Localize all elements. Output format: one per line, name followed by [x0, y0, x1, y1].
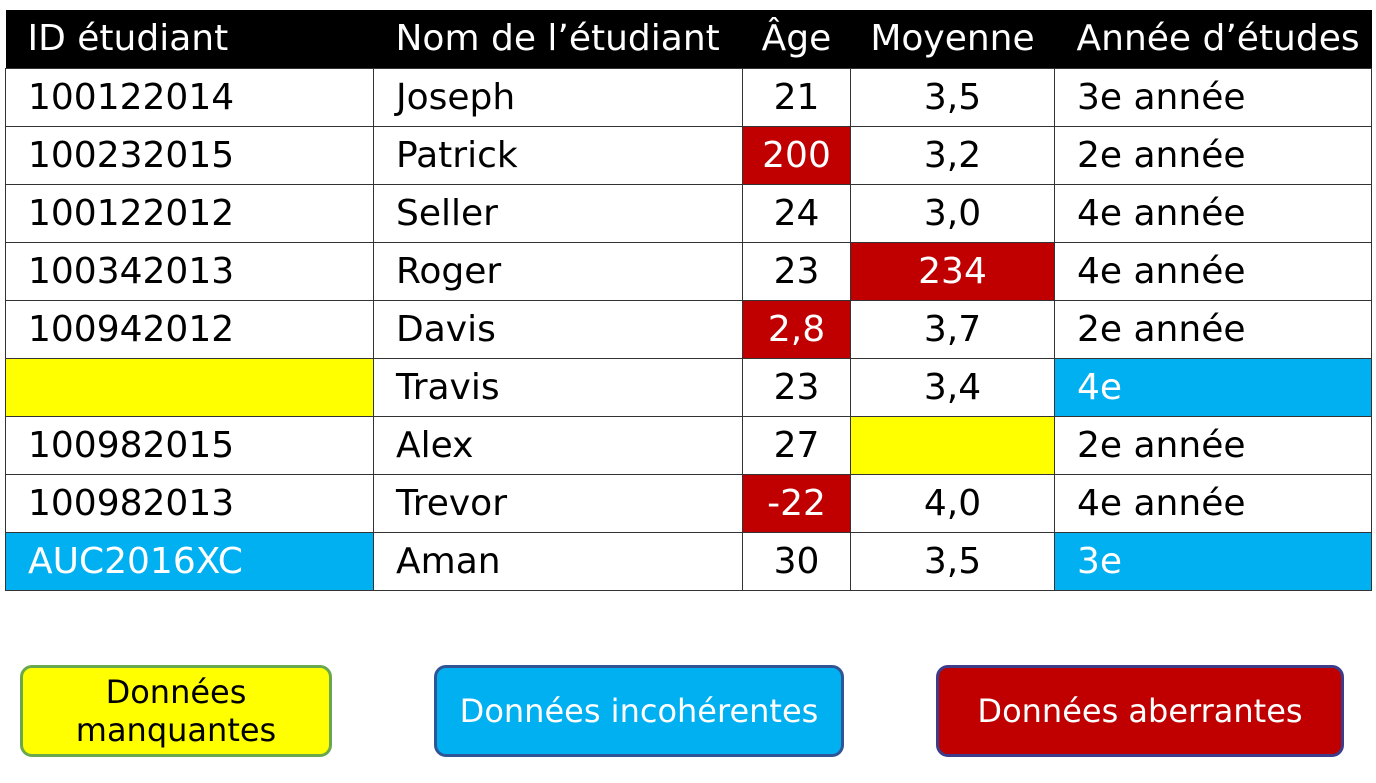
- cell-study-year: 2e année: [1054, 415, 1372, 475]
- cell-average-missing: [850, 415, 1055, 475]
- table-row: 100342013 Roger 23 234 4e année: [5, 241, 1372, 301]
- cell-age: 23: [742, 357, 851, 417]
- cell-average: 3,4: [850, 357, 1055, 417]
- cell-age: 21: [742, 67, 851, 127]
- cell-student-id: 100232015: [5, 125, 374, 185]
- header-student-name: Nom de l’étudiant: [373, 10, 743, 68]
- cell-study-year-inconsistent: 4e: [1054, 357, 1372, 417]
- cell-age: 30: [742, 531, 851, 591]
- cell-study-year-inconsistent: 3e: [1054, 531, 1372, 591]
- table-row: Travis 23 3,4 4e: [5, 357, 1372, 417]
- legend-missing-label: Données manquantes: [75, 672, 277, 749]
- student-data-table-container: ID étudiant Nom de l’étudiant Âge Moyenn…: [5, 10, 1372, 591]
- legend-inconsistent-data: Données incohérentes: [434, 665, 844, 757]
- cell-student-id: 100942012: [5, 299, 374, 359]
- cell-study-year: 4e année: [1054, 473, 1372, 533]
- cell-student-name: Patrick: [373, 125, 743, 185]
- cell-student-name: Trevor: [373, 473, 743, 533]
- table-row: 100122012 Seller 24 3,0 4e année: [5, 183, 1372, 243]
- table-row: AUC2016XC Aman 30 3,5 3e: [5, 531, 1372, 591]
- cell-student-name: Travis: [373, 357, 743, 417]
- cell-average: 3,2: [850, 125, 1055, 185]
- cell-student-id-inconsistent: AUC2016XC: [5, 531, 374, 591]
- cell-average: 3,5: [850, 67, 1055, 127]
- cell-study-year: 2e année: [1054, 125, 1372, 185]
- cell-age-outlier: 200: [742, 125, 851, 185]
- cell-age: 24: [742, 183, 851, 243]
- header-student-id: ID étudiant: [5, 10, 374, 68]
- cell-student-name: Aman: [373, 531, 743, 591]
- table-row: 100982015 Alex 27 2e année: [5, 415, 1372, 475]
- cell-student-name: Joseph: [373, 67, 743, 127]
- legend-missing-data: Données manquantes: [20, 665, 332, 757]
- table-row: 100122014 Joseph 21 3,5 3e année: [5, 67, 1372, 127]
- cell-student-id: 100982015: [5, 415, 374, 475]
- cell-age-outlier: 2,8: [742, 299, 851, 359]
- cell-study-year: 4e année: [1054, 241, 1372, 301]
- header-average: Moyenne: [850, 10, 1055, 68]
- cell-student-name: Seller: [373, 183, 743, 243]
- table-row: 100982013 Trevor -22 4,0 4e année: [5, 473, 1372, 533]
- cell-student-name: Roger: [373, 241, 743, 301]
- cell-student-id: 100122012: [5, 183, 374, 243]
- cell-average: 4,0: [850, 473, 1055, 533]
- cell-study-year: 4e année: [1054, 183, 1372, 243]
- header-study-year: Année d’études: [1054, 10, 1372, 68]
- cell-student-name: Davis: [373, 299, 743, 359]
- cell-student-id: 100982013: [5, 473, 374, 533]
- legend-outlier-label: Données aberrantes: [977, 691, 1303, 730]
- cell-study-year: 2e année: [1054, 299, 1372, 359]
- cell-student-id-missing: [5, 357, 374, 417]
- cell-average-outlier: 234: [850, 241, 1055, 301]
- table-row: 100232015 Patrick 200 3,2 2e année: [5, 125, 1372, 185]
- legend-inconsistent-label: Données incohérentes: [459, 691, 819, 730]
- cell-age: 27: [742, 415, 851, 475]
- cell-average: 3,0: [850, 183, 1055, 243]
- legend-outlier-data: Données aberrantes: [936, 665, 1344, 757]
- student-data-table: ID étudiant Nom de l’étudiant Âge Moyenn…: [5, 10, 1372, 591]
- table-row: 100942012 Davis 2,8 3,7 2e année: [5, 299, 1372, 359]
- cell-average: 3,5: [850, 531, 1055, 591]
- cell-age: 23: [742, 241, 851, 301]
- cell-student-name: Alex: [373, 415, 743, 475]
- cell-age-outlier: -22: [742, 473, 851, 533]
- table-header-row: ID étudiant Nom de l’étudiant Âge Moyenn…: [5, 10, 1372, 68]
- cell-student-id: 100122014: [5, 67, 374, 127]
- cell-average: 3,7: [850, 299, 1055, 359]
- cell-study-year: 3e année: [1054, 67, 1372, 127]
- cell-student-id: 100342013: [5, 241, 374, 301]
- header-age: Âge: [742, 10, 851, 68]
